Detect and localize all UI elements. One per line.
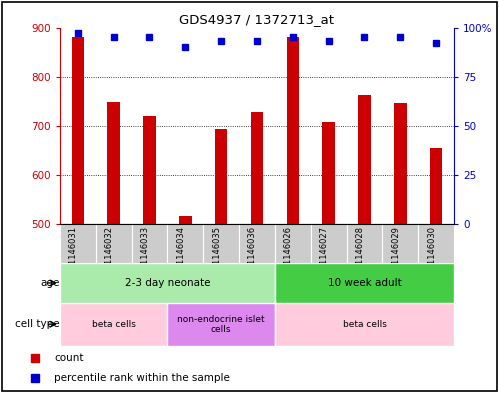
Text: 2-3 day neonate: 2-3 day neonate — [125, 278, 210, 288]
Bar — [167, 303, 275, 346]
Bar — [203, 224, 239, 263]
Bar — [286, 37, 299, 224]
Bar — [179, 216, 192, 224]
Text: percentile rank within the sample: percentile rank within the sample — [54, 373, 230, 383]
Bar — [311, 224, 347, 263]
Bar — [275, 303, 454, 346]
Bar — [132, 224, 167, 263]
Bar — [322, 122, 335, 224]
Bar — [358, 95, 371, 224]
Text: GSM1146027: GSM1146027 — [320, 226, 329, 282]
Text: GSM1146030: GSM1146030 — [427, 226, 436, 282]
Text: GSM1146028: GSM1146028 — [355, 226, 364, 282]
Bar — [215, 129, 228, 224]
Bar — [143, 116, 156, 224]
Text: GSM1146034: GSM1146034 — [176, 226, 185, 282]
Text: beta cells: beta cells — [342, 320, 386, 329]
Title: GDS4937 / 1372713_at: GDS4937 / 1372713_at — [180, 13, 334, 26]
Bar — [107, 102, 120, 224]
Text: GSM1146035: GSM1146035 — [212, 226, 221, 282]
Text: beta cells: beta cells — [92, 320, 136, 329]
Text: GSM1146036: GSM1146036 — [248, 226, 257, 282]
Text: non-endocrine islet
cells: non-endocrine islet cells — [177, 314, 265, 334]
Bar — [394, 103, 407, 224]
Text: 10 week adult: 10 week adult — [328, 278, 401, 288]
Bar — [430, 148, 443, 224]
Text: age: age — [40, 278, 60, 288]
Bar — [347, 224, 382, 263]
Text: GSM1146032: GSM1146032 — [105, 226, 114, 282]
Bar — [382, 224, 418, 263]
Bar — [418, 224, 454, 263]
Text: GSM1146026: GSM1146026 — [284, 226, 293, 282]
Bar — [60, 224, 96, 263]
Bar — [275, 263, 454, 303]
Bar — [60, 263, 275, 303]
Bar — [71, 37, 84, 224]
Bar — [250, 112, 263, 224]
Bar — [167, 224, 203, 263]
Bar — [96, 224, 132, 263]
Text: cell type: cell type — [15, 319, 60, 329]
Bar — [60, 303, 167, 346]
Text: GSM1146031: GSM1146031 — [69, 226, 78, 282]
Bar — [239, 224, 275, 263]
Text: GSM1146033: GSM1146033 — [141, 226, 150, 282]
Bar — [275, 224, 311, 263]
Text: GSM1146029: GSM1146029 — [391, 226, 400, 282]
Text: count: count — [54, 353, 84, 363]
